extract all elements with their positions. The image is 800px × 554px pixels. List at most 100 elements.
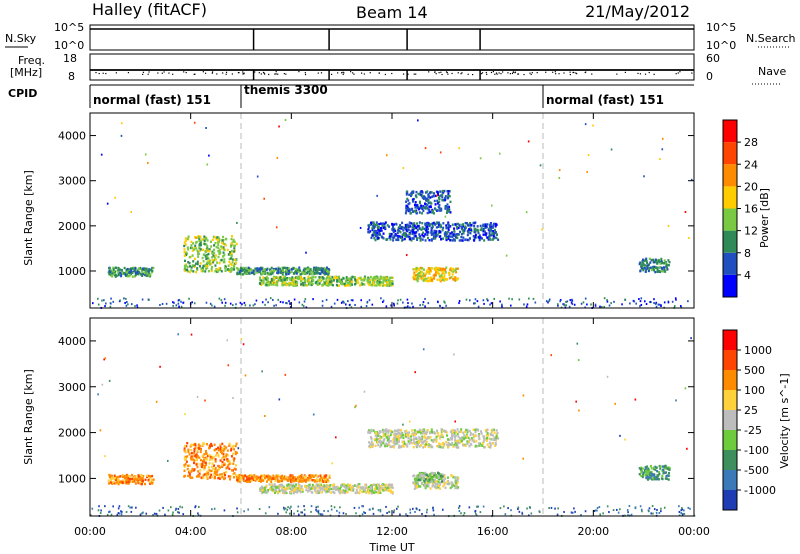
ground-scatter-cell xyxy=(351,299,354,302)
scatter-cell xyxy=(461,229,464,232)
scatter-cell xyxy=(214,454,217,457)
ground-scatter-cell xyxy=(390,304,392,307)
scatter-cell xyxy=(453,234,456,237)
scatter-cell xyxy=(492,234,495,238)
scatter-cell xyxy=(213,443,216,446)
scatter-cell xyxy=(413,277,416,281)
scatter-cell xyxy=(395,238,398,242)
scatter-cell xyxy=(456,267,459,270)
scatter-cell xyxy=(299,477,302,480)
scatter-cell xyxy=(267,284,270,287)
scatter-cell xyxy=(396,432,399,436)
nave-dot xyxy=(363,73,365,75)
sparse-echo xyxy=(686,447,688,450)
ground-scatter-cell xyxy=(660,510,662,513)
scatter-cell xyxy=(246,478,249,481)
scatter-cell xyxy=(119,268,122,271)
scatter-cell xyxy=(491,434,494,437)
scatter-cell xyxy=(227,264,230,267)
scatter-cell xyxy=(483,239,486,242)
scatter-cell xyxy=(381,224,384,227)
scatter-cell xyxy=(354,283,357,286)
scatter-cell xyxy=(184,455,187,459)
sparse-echo xyxy=(236,221,238,224)
scatter-cell xyxy=(405,429,408,433)
scatter-cell xyxy=(224,265,227,269)
scatter-cell xyxy=(434,194,437,198)
sparse-echo xyxy=(606,375,609,378)
scatter-cell xyxy=(404,223,407,227)
scatter-cell xyxy=(384,443,387,446)
scatter-cell xyxy=(464,226,467,229)
scatter-cell xyxy=(197,255,200,258)
scatter-cell xyxy=(421,276,424,280)
scatter-cell xyxy=(410,222,413,225)
ground-scatter-cell xyxy=(169,506,172,509)
ground-scatter-cell xyxy=(483,302,485,305)
scatter-cell xyxy=(441,446,444,449)
scatter-cell xyxy=(642,263,645,266)
scatter-cell xyxy=(302,477,305,480)
scatter-cell xyxy=(336,279,339,282)
scatter-cell xyxy=(428,478,431,481)
scatter-cell xyxy=(228,467,231,470)
sparse-echo xyxy=(424,147,427,150)
scatter-cell xyxy=(260,283,263,287)
scatter-cell xyxy=(327,480,330,483)
scatter-cell xyxy=(318,276,321,279)
scatter-cell xyxy=(436,190,439,194)
scatter-cell xyxy=(373,236,376,240)
scatter-cell xyxy=(468,429,471,433)
scatter-cell xyxy=(238,480,241,483)
scatter-cell xyxy=(381,487,384,490)
scatter-cell xyxy=(298,266,301,269)
scatter-cell xyxy=(497,238,500,241)
sparse-echo xyxy=(577,359,580,362)
nave-dot xyxy=(492,71,494,73)
scatter-cell xyxy=(663,471,666,475)
scatter-cell xyxy=(413,477,416,481)
ground-scatter-cell xyxy=(317,505,319,508)
scatter-cell xyxy=(429,196,432,199)
sparse-echo xyxy=(244,374,247,377)
scatter-cell xyxy=(289,483,292,486)
scatter-cell xyxy=(422,197,425,200)
scatter-cell xyxy=(229,475,232,478)
scatter-cell xyxy=(292,491,295,495)
ground-scatter-cell xyxy=(117,512,120,515)
scatter-cell xyxy=(288,491,291,495)
scatter-cell xyxy=(325,283,328,287)
scatter-cell xyxy=(222,251,225,254)
ground-scatter-cell xyxy=(125,301,128,304)
scatter-cell xyxy=(208,447,211,450)
ground-scatter-cell xyxy=(236,507,238,510)
scatter-cell xyxy=(478,234,481,237)
scatter-cell xyxy=(356,484,359,487)
scatter-cell xyxy=(366,279,369,283)
scatter-cell xyxy=(205,463,208,467)
ground-scatter-cell xyxy=(197,512,199,515)
scatter-cell xyxy=(317,266,320,270)
scatter-cell xyxy=(252,269,255,273)
scatter-cell xyxy=(213,471,216,474)
scatter-cell xyxy=(321,267,324,271)
scatter-cell xyxy=(183,465,186,468)
scatter-cell xyxy=(441,268,444,271)
nave-dot xyxy=(115,72,117,74)
scatter-cell xyxy=(375,284,378,287)
nave-dot xyxy=(350,71,352,73)
scatter-cell xyxy=(454,436,457,439)
scatter-cell xyxy=(378,280,381,284)
scatter-cell xyxy=(382,222,385,225)
scatter-cell xyxy=(281,486,284,489)
scatter-cell xyxy=(437,193,440,197)
scatter-cell xyxy=(250,271,253,275)
scatter-cell xyxy=(188,270,191,274)
scatter-cell xyxy=(664,268,667,272)
scatter-cell xyxy=(372,226,375,229)
scatter-cell xyxy=(390,489,393,492)
scatter-cell xyxy=(133,275,136,278)
scatter-cell xyxy=(441,473,444,477)
scatter-cell xyxy=(126,479,129,482)
scatter-cell xyxy=(386,437,389,441)
